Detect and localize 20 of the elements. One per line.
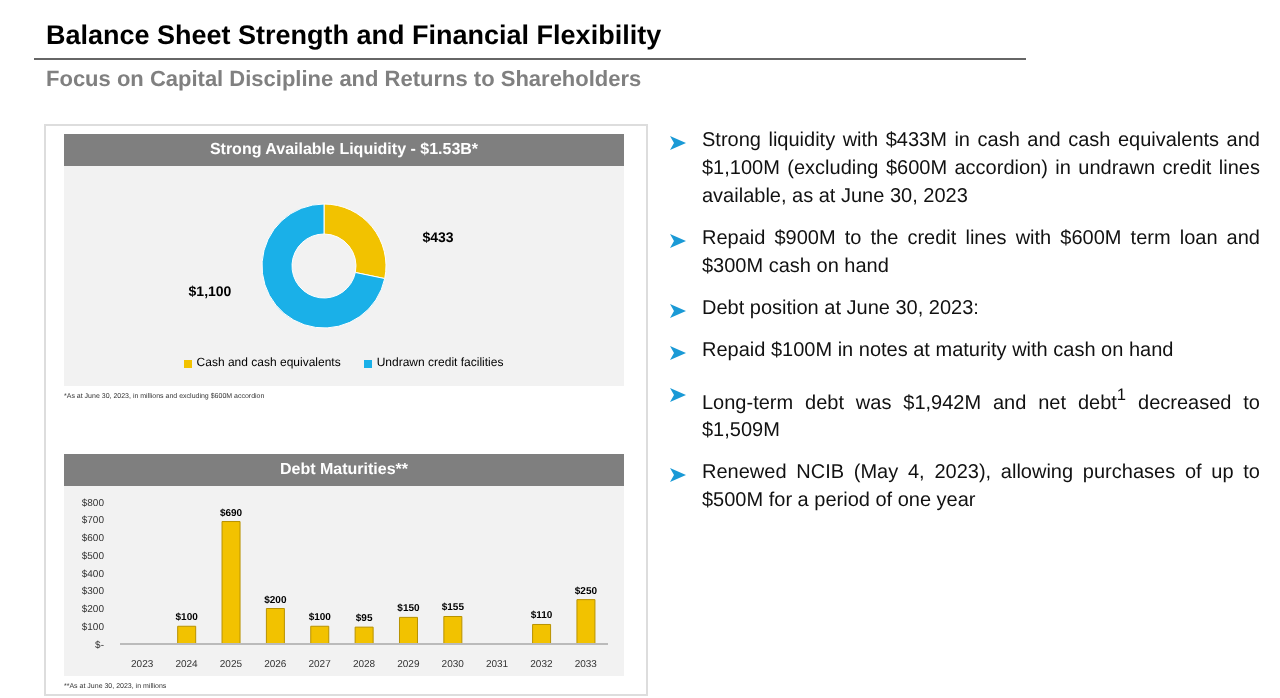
text: Long-term debt was $1,942M and net debt$^{1}$ decreased to $1,509M: [702, 384, 1260, 443]
chart-title: Strong Available Liquidity - $1.53B*: [64, 134, 624, 166]
bar: [265, 608, 285, 644]
bar: [576, 599, 596, 644]
text: Renewed NCIB (May 4, 2023), allowing purchases of up to $500M for a period of one year: [702, 460, 1260, 517]
text: Repaid $900M to the credit lines with $600M term loan and $300M cash on hand: [702, 226, 1260, 282]
donut-slice: [261, 203, 386, 329]
bar: [443, 615, 463, 644]
text: Repaid $100M in notes at maturity with cash on hand: [702, 338, 1174, 366]
bar: [221, 521, 241, 644]
bar: [354, 626, 374, 644]
text: Debt position at June 30, 2023:: [702, 296, 979, 324]
bar: [532, 623, 552, 644]
bar: [398, 616, 418, 644]
bar: [177, 625, 197, 644]
bar: [310, 625, 330, 644]
text: Balance Sheet Strength and Financial Flexibility: [46, 20, 662, 50]
chart-title: Debt Maturities**: [64, 454, 624, 486]
text: Focus on Capital Discipline and Returns to Shareholders: [46, 68, 642, 92]
text: Strong liquidity with $433M in cash and cash equivalents and $1,100M (excluding $600M accordion) in undrawn credit lines available, as at June 30, 2023: [702, 128, 1260, 212]
